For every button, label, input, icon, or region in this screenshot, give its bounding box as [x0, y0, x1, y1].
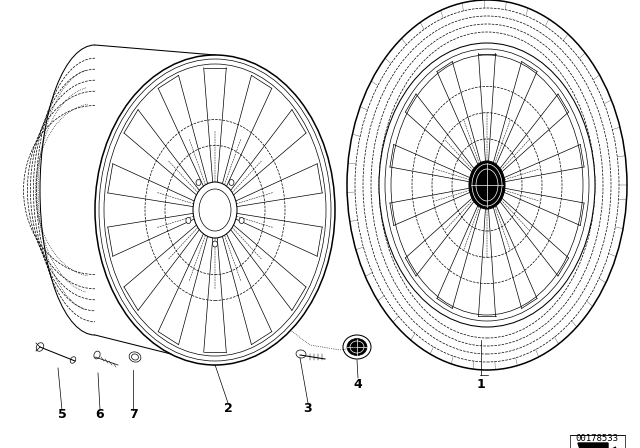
Text: 3: 3: [304, 401, 312, 414]
Polygon shape: [578, 443, 616, 448]
Ellipse shape: [379, 43, 595, 327]
Ellipse shape: [196, 180, 201, 185]
Ellipse shape: [229, 180, 234, 185]
Ellipse shape: [239, 218, 244, 224]
Ellipse shape: [343, 335, 371, 359]
Text: 7: 7: [129, 409, 138, 422]
Text: 5: 5: [58, 409, 67, 422]
Bar: [570, 435, 625, 448]
Text: 00178533: 00178533: [575, 434, 618, 443]
Ellipse shape: [347, 339, 367, 356]
Text: 6: 6: [96, 409, 104, 422]
Ellipse shape: [347, 0, 627, 370]
Text: 2: 2: [223, 401, 232, 414]
Ellipse shape: [212, 241, 218, 247]
Ellipse shape: [469, 161, 505, 209]
Text: 1: 1: [477, 379, 485, 392]
Text: 4: 4: [354, 379, 362, 392]
Ellipse shape: [193, 182, 237, 238]
Ellipse shape: [186, 218, 191, 224]
Ellipse shape: [95, 55, 335, 365]
